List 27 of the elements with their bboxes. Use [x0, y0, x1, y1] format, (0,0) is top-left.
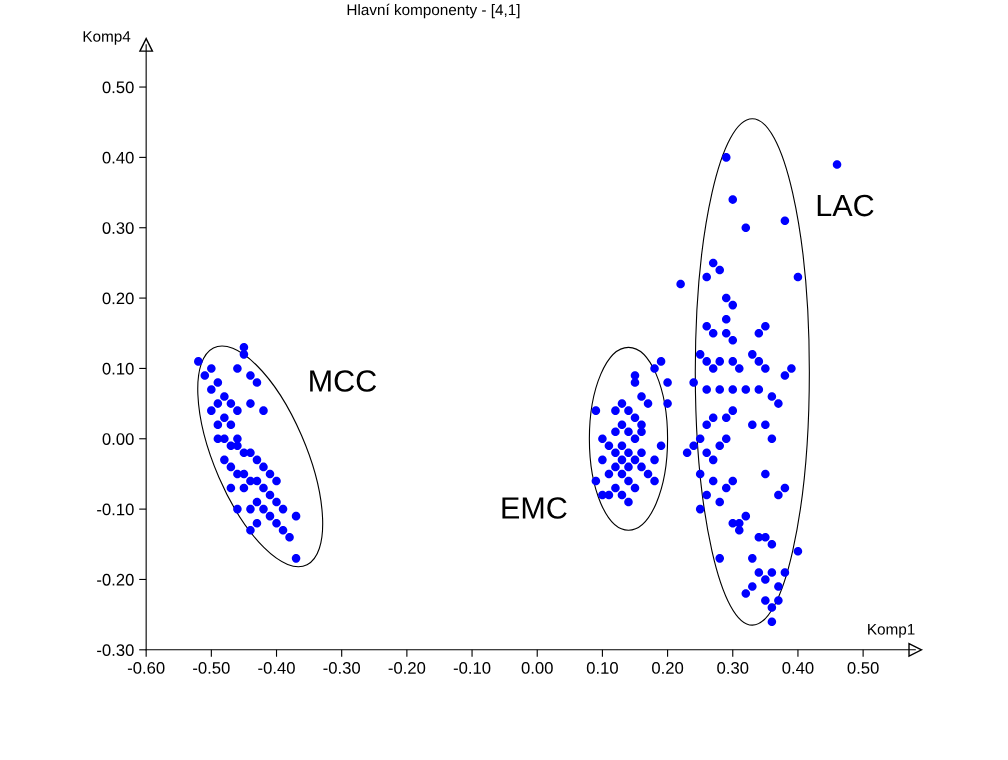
y-tick-label: -0.10: [97, 503, 134, 516]
y-tick-label: 0.50: [102, 81, 134, 94]
x-tick-label: -0.60: [127, 662, 165, 674]
x-tick-label: -0.40: [258, 662, 295, 674]
annotation: EMC: [502, 497, 567, 519]
x-tick-label: 0.10: [586, 662, 618, 674]
annotation: LAC: [817, 194, 874, 217]
annotation: MCC: [310, 370, 377, 392]
x-tick-label: 0.40: [782, 662, 814, 674]
y-tick-label: 0.20: [102, 292, 134, 305]
y-tick-label: 0.00: [102, 433, 134, 445]
y-tick-label: -0.20: [97, 573, 134, 586]
chart-title: Hlavní komponenty - [4,1]: [347, 3, 520, 19]
x-tick-label: 0.00: [521, 662, 553, 674]
x-tick-label: -0.10: [453, 662, 491, 674]
y-tick-label: 0.10: [102, 362, 134, 375]
x-tick-label: -0.20: [388, 662, 426, 674]
x-tick-label: -0.50: [193, 662, 230, 674]
x-tick-label: 0.50: [847, 662, 879, 674]
y-axis-title: Komp4: [83, 31, 131, 45]
x-tick-label: 0.30: [717, 662, 749, 674]
x-tick-label: 0.20: [652, 662, 684, 674]
x-tick-label: -0.30: [323, 662, 361, 674]
x-axis-title: Komp1: [868, 624, 915, 638]
y-tick-label: -0.30: [97, 644, 134, 656]
y-tick-label: 0.40: [102, 151, 134, 164]
y-tick-label: 0.30: [102, 222, 134, 234]
